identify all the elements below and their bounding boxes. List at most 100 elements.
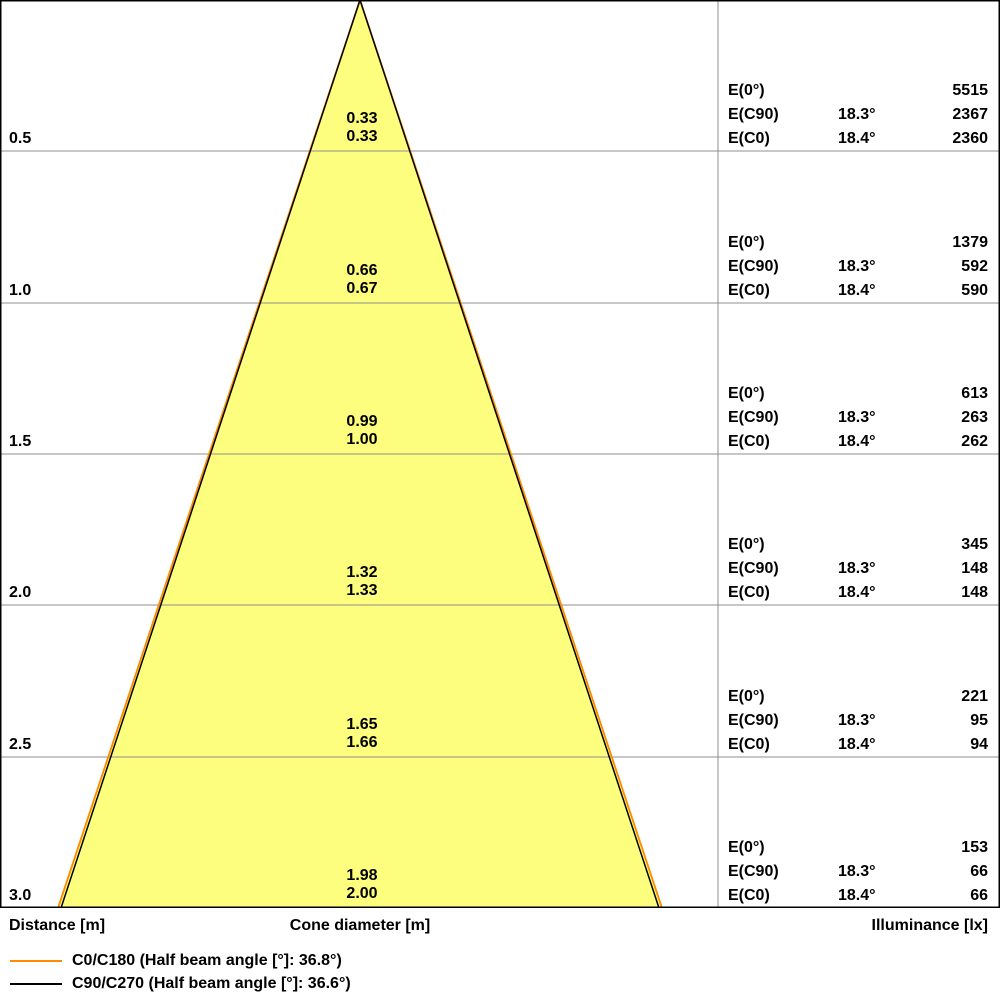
- illuminance-label: E(0°): [728, 385, 765, 402]
- cone-diameter-c0: 1.66: [346, 734, 378, 751]
- illuminance-row: E(0°) 345: [728, 533, 988, 557]
- illuminance-angle: 18.3°: [838, 560, 876, 577]
- illuminance-value: 221: [961, 688, 988, 705]
- illuminance-value: 592: [961, 258, 988, 275]
- cone-diameter-c0: 2.00: [346, 885, 378, 902]
- illuminance-value: 94: [970, 736, 988, 753]
- illuminance-angle: 18.3°: [838, 106, 876, 123]
- illuminance-angle: [838, 79, 938, 103]
- illuminance-label: E(C90): [728, 560, 779, 577]
- illuminance-angle: [838, 382, 938, 406]
- cone-diameter-c0: 1.33: [346, 582, 378, 599]
- illuminance-block: E(0°) 221 E(C90) 18.3° 95 E(C0) 18.4° 94: [728, 685, 988, 757]
- illuminance-label: E(C0): [728, 887, 770, 904]
- illuminance-angle: [838, 685, 938, 709]
- illuminance-label: E(C0): [728, 433, 770, 450]
- illuminance-angle: 18.4°: [838, 433, 876, 450]
- c0-line-swatch: [10, 959, 62, 962]
- distance-label: 1.5: [9, 433, 32, 450]
- illuminance-row: E(C0) 18.4° 66: [728, 884, 988, 908]
- distance-label: 2.5: [9, 736, 32, 753]
- illuminance-block: E(0°) 153 E(C90) 18.3° 66 E(C0) 18.4° 66: [728, 836, 988, 908]
- cone-diameter-c0: 0.67: [346, 280, 378, 297]
- cone-diameter-values: 0.99 1.00: [282, 413, 442, 449]
- cone-diameter-c0: 1.00: [346, 431, 378, 448]
- illuminance-value: 148: [961, 560, 988, 577]
- distance-label: 1.0: [9, 282, 32, 299]
- cone-diameter-c90: 1.65: [346, 716, 378, 733]
- cone-diameter-c90: 1.32: [346, 564, 378, 581]
- illuminance-row: E(0°) 1379: [728, 231, 988, 255]
- cone-diameter-values: 1.32 1.33: [282, 564, 442, 600]
- illuminance-label: E(0°): [728, 234, 765, 251]
- illuminance-label: E(C90): [728, 258, 779, 275]
- illuminance-angle: 18.4°: [838, 736, 876, 753]
- illuminance-angle: 18.4°: [838, 584, 876, 601]
- illuminance-row: E(C0) 18.4° 94: [728, 733, 988, 757]
- illuminance-row: E(C90) 18.3° 263: [728, 406, 988, 430]
- illuminance-value: 1379: [952, 234, 988, 251]
- plot-area: 0.5 0.33 0.33 E(0°) 5515 E(C90) 18.3° 23…: [0, 0, 1000, 908]
- illuminance-value: 590: [961, 282, 988, 299]
- illuminance-row: E(C0) 18.4° 262: [728, 430, 988, 454]
- illuminance-block: E(0°) 5515 E(C90) 18.3° 2367 E(C0) 18.4°…: [728, 79, 988, 151]
- c0-beam-outline: [57, 0, 663, 908]
- illuminance-angle: 18.3°: [838, 409, 876, 426]
- illuminance-label: E(C0): [728, 584, 770, 601]
- legend-item-c90-c270: C90/C270 (Half beam angle [°]: 36.6°): [10, 972, 351, 995]
- illuminance-row: E(C90) 18.3° 592: [728, 255, 988, 279]
- distance-label: 3.0: [9, 887, 32, 904]
- illuminance-row: E(C0) 18.4° 2360: [728, 127, 988, 151]
- illuminance-label: E(C0): [728, 282, 770, 299]
- illuminance-angle: 18.4°: [838, 282, 876, 299]
- illuminance-value: 2360: [952, 130, 988, 147]
- illuminance-value: 2367: [952, 106, 988, 123]
- illuminance-label: E(0°): [728, 688, 765, 705]
- illuminance-label: E(0°): [728, 536, 765, 553]
- illuminance-label: E(C0): [728, 130, 770, 147]
- illuminance-label: E(C90): [728, 106, 779, 123]
- illuminance-block: E(0°) 613 E(C90) 18.3° 263 E(C0) 18.4° 2…: [728, 382, 988, 454]
- x-axis-label-cone-diameter: Cone diameter [m]: [289, 917, 431, 934]
- cone-diameter-values: 1.65 1.66: [282, 716, 442, 752]
- distance-label: 2.0: [9, 584, 32, 601]
- legend-item-c0-c180: C0/C180 (Half beam angle [°]: 36.8°): [10, 949, 351, 972]
- cone-diameter-c90: 1.98: [346, 867, 378, 884]
- cone-diameter-c90: 0.99: [346, 413, 378, 430]
- legend-label: C90/C270 (Half beam angle [°]: 36.6°): [72, 974, 351, 992]
- illuminance-value: 153: [961, 839, 988, 856]
- illuminance-angle: 18.4°: [838, 887, 876, 904]
- illuminance-label: E(C90): [728, 409, 779, 426]
- x-axis-label-illuminance: Illuminance [lx]: [871, 917, 988, 934]
- illuminance-value: 148: [961, 584, 988, 601]
- illuminance-angle: [838, 231, 938, 255]
- illuminance-value: 262: [961, 433, 988, 450]
- plot-border: [0, 0, 1000, 908]
- illuminance-row: E(C0) 18.4° 148: [728, 581, 988, 605]
- illuminance-value: 263: [961, 409, 988, 426]
- cone-chart: [0, 0, 1000, 908]
- illuminance-row: E(0°) 153: [728, 836, 988, 860]
- illuminance-block: E(0°) 1379 E(C90) 18.3° 592 E(C0) 18.4° …: [728, 231, 988, 303]
- illuminance-value: 66: [970, 887, 988, 904]
- cone-diameter-values: 0.33 0.33: [282, 110, 442, 146]
- illuminance-angle: 18.3°: [838, 863, 876, 880]
- illuminance-angle: [838, 533, 938, 557]
- illuminance-label: E(0°): [728, 82, 765, 99]
- illuminance-value: 345: [961, 536, 988, 553]
- c90-line-swatch: [10, 982, 62, 985]
- illuminance-angle: 18.3°: [838, 712, 876, 729]
- illuminance-label: E(C90): [728, 863, 779, 880]
- illuminance-label: E(C0): [728, 736, 770, 753]
- illuminance-angle: 18.3°: [838, 258, 876, 275]
- illuminance-row: E(C90) 18.3° 2367: [728, 103, 988, 127]
- illuminance-row: E(C90) 18.3° 148: [728, 557, 988, 581]
- illuminance-angle: 18.4°: [838, 130, 876, 147]
- illuminance-row: E(C90) 18.3° 66: [728, 860, 988, 884]
- illuminance-value: 613: [961, 385, 988, 402]
- illuminance-angle: [838, 836, 938, 860]
- cone-diameter-values: 0.66 0.67: [282, 262, 442, 298]
- cone-diameter-c90: 0.66: [346, 262, 378, 279]
- illuminance-row: E(C90) 18.3° 95: [728, 709, 988, 733]
- illuminance-row: E(0°) 221: [728, 685, 988, 709]
